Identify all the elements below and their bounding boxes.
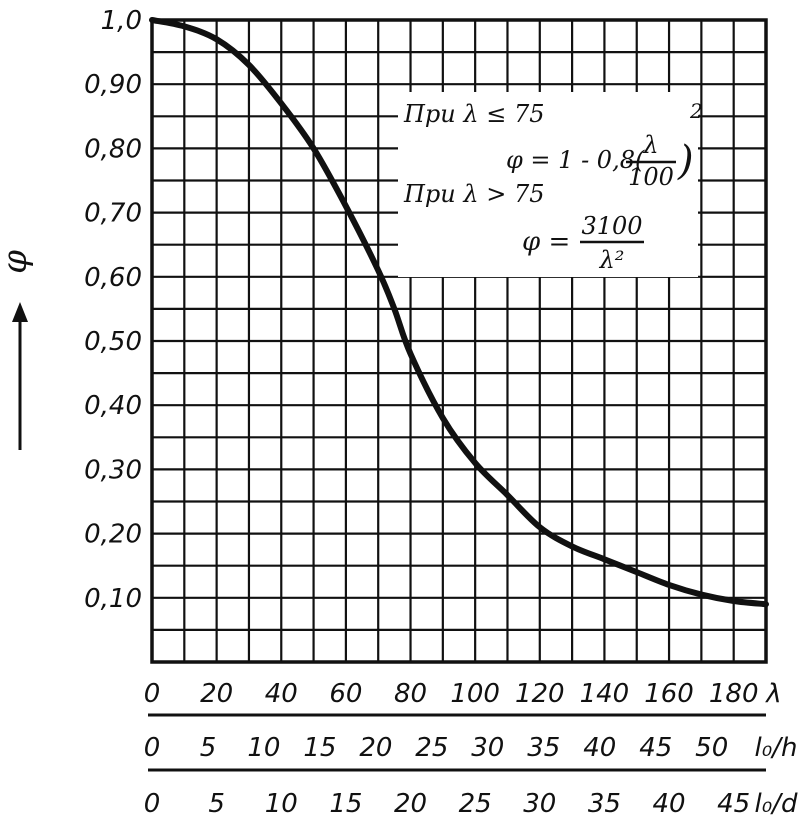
x-scale-name: λ (764, 679, 781, 709)
y-tick-label: 0,30 (84, 455, 142, 485)
formula-1-denominator: 100 (628, 163, 674, 191)
x-tick-label-lambda: 180 (709, 679, 759, 709)
x-scale-name: l₀/h (755, 733, 798, 763)
phi-curve (149, 17, 769, 608)
y-axis-arrow-head (12, 302, 28, 322)
y-tick-label: 0,70 (84, 199, 142, 229)
x-tick-label-l0d: 40 (653, 789, 686, 819)
x-tick-label-l0h: 20 (359, 733, 392, 763)
x-tick-label-l0h: 45 (639, 733, 672, 763)
y-tick-label: 0,90 (84, 70, 142, 100)
y-tick-label: 0,10 (84, 584, 142, 614)
y-tick-label: 1,0 (101, 6, 142, 36)
x-tick-label-l0h: 5 (200, 733, 217, 763)
x-scale-name: l₀/d (755, 789, 798, 819)
x-tick-label-l0d: 5 (208, 789, 225, 819)
x-tick-label-lambda: 120 (515, 679, 565, 709)
formula-1-numerator: λ (642, 131, 658, 159)
x-tick-label-l0h: 40 (583, 733, 616, 763)
y-tick-label: 0,20 (84, 520, 142, 550)
formula-2-denominator: λ² (599, 246, 625, 274)
y-axis-label: φ (0, 250, 35, 450)
formula-annotation: При λ ≤ 75 φ = 1 - 0,8( λ 100 ) 2 При λ … (398, 92, 703, 277)
x-tick-label-l0d: 20 (394, 789, 427, 819)
x-tick-label-l0d: 15 (329, 789, 362, 819)
x-tick-label-l0d: 35 (588, 789, 621, 819)
y-tick-label: 0,40 (84, 391, 142, 421)
condition-2: При λ > 75 (403, 180, 545, 208)
x-axis-lines (148, 713, 766, 772)
x-tick-label-l0d: 10 (265, 789, 298, 819)
x-tick-label-l0h: 0 (144, 733, 161, 763)
x-tick-label-l0h: 15 (303, 733, 336, 763)
condition-1: При λ ≤ 75 (403, 100, 545, 128)
formula-2-left: φ = (522, 227, 570, 257)
x-tick-label-lambda: 140 (580, 679, 630, 709)
x-tick-label-l0d: 0 (144, 789, 161, 819)
x-tick-label-l0h: 30 (471, 733, 504, 763)
x-tick-label-lambda: 80 (394, 679, 427, 709)
x-tick-label-lambda: 60 (329, 679, 362, 709)
x-tick-label-lambda: 100 (450, 679, 500, 709)
y-tick-label: 0,80 (84, 134, 142, 164)
y-tick-labels: 0,10 0,20 0,30 0,40 0,50 0,60 0,70 0,80 0,90 1,0 (84, 6, 142, 614)
formula-1-right: ) (677, 138, 694, 184)
formula-2-numerator: 3100 (581, 212, 642, 240)
formula-1-left: φ = 1 - 0,8( (506, 146, 645, 174)
x-tick-label-l0h: 25 (415, 733, 448, 763)
x-tick-label-l0h: 10 (247, 733, 280, 763)
annotation-background (398, 92, 698, 277)
plot-frame (150, 18, 768, 664)
plot-border (150, 18, 768, 664)
y-axis-symbol: φ (0, 250, 35, 274)
x-tick-label-lambda: 20 (200, 679, 233, 709)
formula-1-exponent: 2 (689, 99, 703, 123)
y-tick-label: 0,60 (84, 263, 142, 293)
x-tick-label-lambda: 160 (644, 679, 694, 709)
x-tick-label-l0d: 45 (717, 789, 750, 819)
x-tick-label-l0h: 35 (527, 733, 560, 763)
x-tick-label-lambda: 40 (265, 679, 298, 709)
x-tick-label-l0d: 25 (459, 789, 492, 819)
x-tick-label-lambda: 0 (144, 679, 161, 709)
x-tick-label-l0d: 30 (523, 789, 556, 819)
x-tick-label-l0h: 50 (695, 733, 728, 763)
y-tick-label: 0,50 (84, 327, 142, 357)
